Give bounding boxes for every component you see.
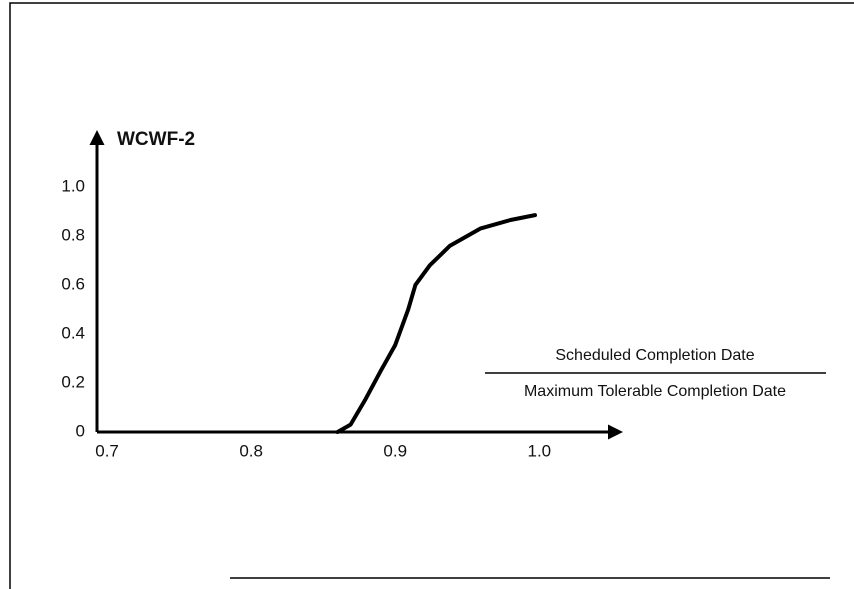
y-tick-label: 1.0 xyxy=(61,176,85,195)
y-tick-label: 0.6 xyxy=(61,274,85,293)
y-tick-label: 0.4 xyxy=(61,323,85,342)
x-tick-label: 0.9 xyxy=(383,441,407,460)
x-tick-label: 1.0 xyxy=(527,441,551,460)
y-tick-label: 0 xyxy=(76,421,85,440)
line xyxy=(335,213,537,434)
frame xyxy=(9,2,854,589)
x-tick-label: 0.7 xyxy=(95,441,119,460)
x-axis-label-denominator: Maximum Tolerable Completion Date xyxy=(524,383,786,400)
x-tick-label: 0.8 xyxy=(239,441,263,460)
y-tick-label: 0.8 xyxy=(61,225,85,244)
y-tick-label: 0.2 xyxy=(61,372,85,391)
x-axis-label-numerator: Scheduled Completion Date xyxy=(555,347,754,364)
y-axis-label: WCWF-2 xyxy=(117,129,195,150)
